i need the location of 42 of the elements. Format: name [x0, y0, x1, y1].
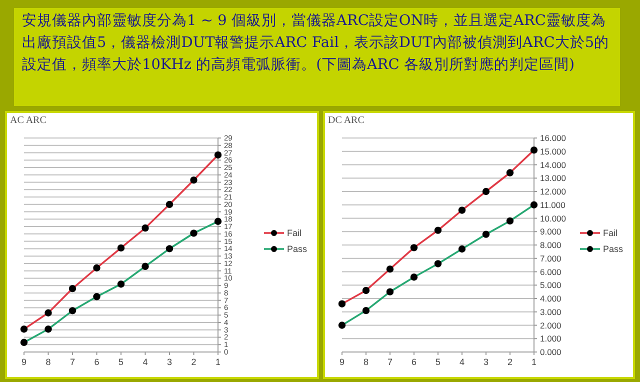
x-tick-label: 1 — [531, 357, 537, 367]
x-tick-label: 2 — [507, 357, 513, 367]
y-tick-label: 13.000 — [540, 173, 566, 184]
x-tick-label: 4 — [459, 357, 465, 367]
y-tick-label: 4.000 — [540, 294, 562, 304]
x-tick-label: 5 — [118, 357, 124, 367]
y-tick-label: 9.000 — [540, 226, 562, 237]
text: 安規儀器內部靈敏度分為1 ~ 9 個級別，當儀器ARC設定ON時，並且選定ARC靈敏度為出廠預設值5，儀器檢測DUT報警提示ARC Fail，表示該DUT內部被偵測到ARC大於5的設定值，頻率大於10KHz 的高頻電弧脈衝。(下圖為ARC 各級別所對應的判定區間) — [14, 8, 620, 106]
legend-label: Fail — [603, 228, 618, 238]
y-tick-label: 16.000 — [540, 133, 566, 143]
x-tick-label: 7 — [70, 357, 76, 367]
x-tick-label: 8 — [46, 357, 51, 367]
x-tick-label: 3 — [483, 357, 489, 367]
y-tick-label: 1.000 — [540, 334, 562, 344]
x-tick-label: 7 — [387, 357, 393, 367]
x-tick-label: 9 — [21, 357, 27, 367]
y-tick-label: 11.000 — [540, 200, 566, 210]
y-tick-label: 8.000 — [540, 240, 562, 250]
y-tick-label: 0.000 — [540, 347, 562, 357]
chart-title: AC ARC — [10, 115, 47, 126]
y-tick-label: 7.000 — [540, 253, 562, 264]
y-tick-label: 6.000 — [540, 266, 562, 277]
y-tick-label: 3.000 — [540, 306, 562, 317]
legend-label: Pass — [603, 244, 624, 254]
y-tick-label: 15.000 — [540, 146, 566, 156]
y-tick-label: 14.000 — [540, 160, 566, 170]
y-tick-label: 10.000 — [540, 213, 566, 224]
x-tick-label: 3 — [166, 357, 172, 367]
chart-title: DC ARC — [328, 115, 365, 126]
y-tick-label: 2.000 — [540, 320, 562, 330]
y-tick-label: 5.000 — [540, 280, 562, 290]
x-tick-label: 2 — [191, 357, 196, 367]
x-tick-label: 8 — [363, 357, 369, 367]
x-tick-label: 6 — [411, 357, 417, 367]
legend-label: Fail — [287, 228, 302, 238]
y-tick-label: 12.000 — [540, 186, 566, 196]
x-tick-label: 1 — [215, 357, 221, 367]
x-tick-label: 5 — [435, 357, 441, 367]
x-tick-label: 9 — [339, 357, 345, 367]
x-tick-label: 6 — [94, 357, 100, 367]
x-tick-label: 4 — [142, 357, 148, 367]
legend-label: Pass — [287, 244, 308, 254]
